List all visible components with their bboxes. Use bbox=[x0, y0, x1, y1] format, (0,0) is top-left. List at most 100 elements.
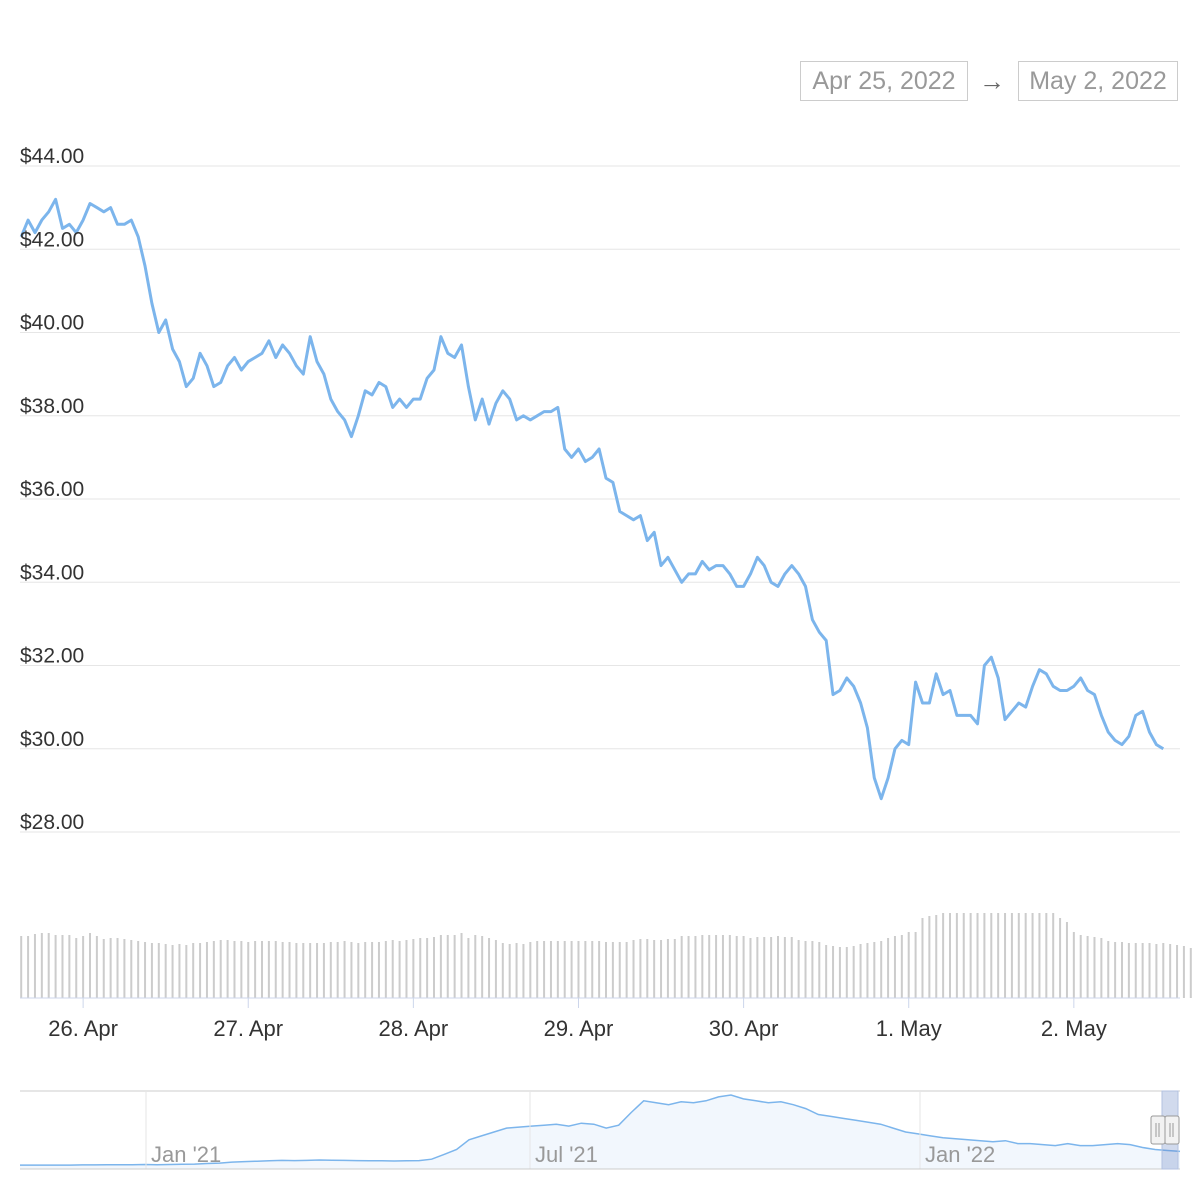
volume-bar bbox=[598, 941, 601, 998]
volume-bar bbox=[102, 939, 105, 998]
navigator-right-handle[interactable] bbox=[1164, 1115, 1180, 1145]
volume-bar bbox=[852, 946, 855, 998]
volume-bar bbox=[577, 941, 580, 998]
volume-bar bbox=[1176, 945, 1179, 998]
volume-bar bbox=[405, 940, 408, 998]
volume-bar bbox=[1093, 937, 1096, 998]
volume-bar bbox=[783, 937, 786, 998]
volume-bar bbox=[721, 935, 724, 998]
x-tick-label: 1. May bbox=[876, 1016, 942, 1041]
volume-bar bbox=[240, 941, 243, 998]
volume-bar bbox=[61, 935, 64, 998]
volume-bar bbox=[398, 941, 401, 998]
volume-bar bbox=[1024, 913, 1027, 998]
volume-bar bbox=[488, 938, 491, 998]
volume-bar bbox=[660, 940, 663, 998]
volume-bar bbox=[825, 945, 828, 998]
volume-bar bbox=[371, 942, 374, 998]
volume-bar bbox=[508, 944, 511, 998]
navigator-tick-label: Jan '22 bbox=[925, 1142, 995, 1167]
x-tick-label: 29. Apr bbox=[544, 1016, 614, 1041]
volume-bar bbox=[316, 943, 319, 998]
navigator[interactable]: Jan '21 Jul '21 Jan '22 bbox=[20, 1090, 1181, 1170]
volume-bar bbox=[68, 935, 71, 998]
volume-bar bbox=[1038, 913, 1041, 998]
volume-bar bbox=[976, 913, 979, 998]
volume-bar bbox=[1121, 942, 1123, 998]
volume-bar bbox=[935, 915, 938, 998]
volume-bar bbox=[150, 943, 153, 998]
volume-bar bbox=[928, 916, 931, 998]
volume-bar bbox=[178, 944, 181, 998]
volume-bar bbox=[439, 935, 442, 998]
volume-bar bbox=[1052, 913, 1055, 998]
volume-bar bbox=[40, 933, 43, 998]
volume-bar bbox=[1004, 913, 1007, 998]
volume-bar bbox=[1031, 913, 1034, 998]
volume-bar bbox=[969, 913, 972, 998]
volume-bar bbox=[701, 935, 704, 998]
volume-bar bbox=[274, 941, 277, 998]
volume-bar bbox=[171, 945, 174, 998]
volume-bar bbox=[653, 940, 656, 998]
price-line bbox=[19, 197, 1165, 801]
volume-bar bbox=[460, 933, 463, 998]
volume-bar bbox=[818, 942, 821, 998]
volume-bar bbox=[343, 941, 346, 998]
volume-bar bbox=[309, 943, 312, 998]
volume-bar bbox=[377, 942, 380, 998]
volume-bar bbox=[1134, 943, 1137, 998]
volume-bar bbox=[632, 940, 635, 998]
volume-bar bbox=[543, 941, 546, 998]
volume-bar bbox=[1065, 922, 1068, 998]
y-tick-label: $32.00 bbox=[20, 645, 84, 668]
x-tick-label: 28. Apr bbox=[379, 1016, 449, 1041]
volume-bar bbox=[790, 937, 793, 998]
volume-bar bbox=[137, 941, 140, 998]
volume-bar bbox=[522, 944, 525, 998]
volume-bar bbox=[591, 941, 594, 998]
volume-bar bbox=[708, 935, 711, 998]
volume-bar bbox=[199, 943, 202, 998]
x-tick-label: 30. Apr bbox=[709, 1016, 779, 1041]
volume-bar bbox=[47, 933, 50, 998]
volume-bars bbox=[20, 913, 1192, 999]
y-tick-label: $28.00 bbox=[20, 811, 84, 834]
y-tick-label: $38.00 bbox=[20, 395, 84, 418]
volume-bar bbox=[832, 946, 835, 998]
volume-bar bbox=[295, 943, 298, 998]
navigator-left-handle[interactable] bbox=[1150, 1115, 1166, 1145]
volume-bar bbox=[983, 913, 986, 998]
volume-bar bbox=[942, 913, 945, 998]
volume-bar bbox=[845, 947, 848, 998]
x-tick-label: 2. May bbox=[1041, 1016, 1107, 1041]
volume-bar bbox=[192, 943, 195, 998]
volume-bar bbox=[501, 943, 504, 998]
volume-bar bbox=[1141, 943, 1144, 998]
range-from-input[interactable]: Apr 25, 2022 bbox=[800, 61, 968, 101]
volume-bar bbox=[164, 944, 167, 998]
navigator-line bbox=[20, 1094, 1181, 1166]
volume-bar bbox=[742, 936, 745, 998]
volume-bar bbox=[646, 939, 649, 998]
volume-bar bbox=[1107, 941, 1110, 998]
volume-bar bbox=[130, 940, 133, 998]
range-to-input[interactable]: May 2, 2022 bbox=[1018, 61, 1178, 101]
volume-bar bbox=[350, 942, 353, 998]
volume-bar bbox=[728, 935, 731, 998]
volume-bar bbox=[453, 935, 456, 998]
volume-bar bbox=[144, 942, 147, 998]
volume-bar bbox=[887, 938, 890, 998]
volume-bar bbox=[673, 939, 676, 998]
volume-bar bbox=[1155, 944, 1158, 998]
volume-bar bbox=[1086, 936, 1089, 998]
volume-bar bbox=[880, 941, 883, 998]
volume-bar bbox=[955, 913, 958, 998]
volume-bar bbox=[900, 935, 903, 998]
volume-bar bbox=[536, 941, 539, 998]
volume-bar bbox=[233, 941, 236, 998]
volume-bar bbox=[302, 943, 305, 998]
volume-bar bbox=[605, 942, 607, 998]
volume-bar bbox=[1114, 942, 1117, 998]
volume-bar bbox=[391, 940, 394, 998]
